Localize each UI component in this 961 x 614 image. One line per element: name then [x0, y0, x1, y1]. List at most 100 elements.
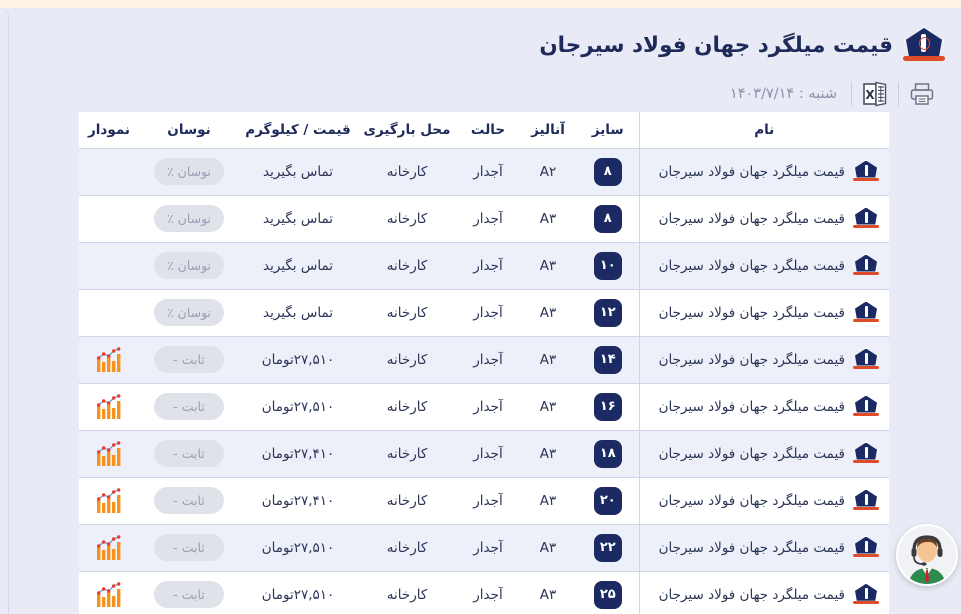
product-name-cell: قیمت میلگرد جهان فولاد سیرجان	[646, 206, 879, 231]
cell-fluctuation: ثابت -	[139, 382, 239, 430]
cell-chart	[79, 194, 139, 242]
table-row[interactable]: قیمت میلگرد جهان فولاد سیرجان ۲۲ A۳ آجدار کا…	[79, 523, 889, 571]
size-badge: ۱۲	[593, 298, 622, 327]
price-chart-icon	[97, 440, 121, 466]
table-row[interactable]: قیمت میلگرد جهان فولاد سیرجان ۲۰ A۳ آجدار کا…	[79, 476, 889, 524]
column-header-name[interactable]: نام	[638, 112, 889, 148]
cell-name[interactable]: قیمت میلگرد جهان فولاد سیرجان	[638, 241, 889, 289]
cell-fluctuation: ثابت -	[139, 476, 239, 524]
cell-name[interactable]: قیمت میلگرد جهان فولاد سیرجان	[638, 147, 889, 195]
cell-state: آجدار	[457, 194, 519, 242]
cell-chart[interactable]	[79, 570, 139, 614]
column-header-price-per-kg[interactable]: قیمت / کیلوگرم	[239, 112, 357, 148]
cell-fluctuation: نوسان ٪	[139, 194, 239, 242]
table-row[interactable]: قیمت میلگرد جهان فولاد سیرجان ۱۴ A۳ آجدار کا…	[79, 335, 889, 383]
cell-loading-place: کارخانه	[357, 288, 457, 336]
price-value-label: ۲۷,۴۱۰تومان	[261, 492, 335, 509]
price-chart-icon	[97, 487, 121, 513]
column-header-loading-place[interactable]: محل بارگیری	[357, 112, 457, 148]
price-chart-icon	[97, 582, 121, 607]
cell-name[interactable]: قیمت میلگرد جهان فولاد سیرجان	[638, 288, 889, 336]
size-badge: ۱۸	[593, 439, 622, 468]
cell-name[interactable]: قیمت میلگرد جهان فولاد سیرجان	[638, 429, 889, 477]
fluctuation-badge: ثابت -	[154, 487, 224, 514]
title-row: قیمت میلگرد جهان فولاد سیرجان	[45, 26, 945, 66]
toolbar-divider-2	[851, 82, 852, 106]
price-value-label: ۲۷,۵۱۰تومان	[261, 539, 335, 556]
price-value-label: ۲۷,۴۱۰تومان	[261, 445, 335, 462]
cell-analysis: A۳	[519, 429, 577, 477]
sirjan-steel-shield-logo-icon	[853, 300, 879, 325]
cell-fluctuation: نوسان ٪	[139, 241, 239, 289]
excel-export-button[interactable]: X	[852, 80, 898, 108]
cell-size: ۲۵	[577, 570, 639, 614]
fluctuation-badge: ثابت -	[154, 534, 224, 561]
cell-name[interactable]: قیمت میلگرد جهان فولاد سیرجان	[638, 523, 889, 571]
cell-chart[interactable]	[79, 335, 139, 383]
support-agent-avatar[interactable]	[896, 524, 958, 586]
cell-analysis: A۳	[519, 194, 577, 242]
price-chart-icon	[97, 534, 121, 560]
table-row[interactable]: قیمت میلگرد جهان فولاد سیرجان ۱۸ A۳ آجدار کا…	[79, 429, 889, 477]
cell-price: ۲۷,۵۱۰تومان	[239, 523, 357, 571]
cell-price: تماس بگیرید	[239, 147, 357, 195]
cell-fluctuation: ثابت -	[139, 429, 239, 477]
cell-fluctuation: ثابت -	[139, 570, 239, 614]
table-row[interactable]: قیمت میلگرد جهان فولاد سیرجان ۱۶ A۳ آجدار کا…	[79, 382, 889, 430]
product-name-cell: قیمت میلگرد جهان فولاد سیرجان	[646, 394, 879, 419]
column-header-fluctuation[interactable]: نوسان	[139, 112, 239, 148]
column-header-chart[interactable]: نمودار	[79, 112, 139, 148]
cell-loading-place: کارخانه	[357, 523, 457, 571]
table-header-row: نام سایز آنالیز حالت محل بارگیری قیمت / …	[79, 112, 889, 148]
table-row[interactable]: قیمت میلگرد جهان فولاد سیرجان ۱۲ A۳ آجدار کا…	[79, 288, 889, 336]
cell-price: ۲۷,۵۱۰تومان	[239, 570, 357, 614]
fluctuation-badge: ثابت -	[154, 346, 224, 373]
product-name-label: قیمت میلگرد جهان فولاد سیرجان	[658, 210, 845, 227]
product-name-cell: قیمت میلگرد جهان فولاد سیرجان	[646, 488, 879, 513]
cell-chart[interactable]	[79, 429, 139, 477]
product-name-cell: قیمت میلگرد جهان فولاد سیرجان	[646, 300, 879, 325]
cell-chart[interactable]	[79, 382, 139, 430]
cell-chart[interactable]	[79, 476, 139, 524]
product-name-cell: قیمت میلگرد جهان فولاد سیرجان	[646, 582, 879, 607]
cell-price: تماس بگیرید	[239, 241, 357, 289]
cell-name[interactable]: قیمت میلگرد جهان فولاد سیرجان	[638, 476, 889, 524]
column-header-analysis[interactable]: آنالیز	[519, 112, 577, 148]
price-contact-label: تماس بگیرید	[262, 163, 334, 180]
left-rail	[0, 8, 9, 614]
fluctuation-badge: نوسان ٪	[154, 252, 224, 279]
cell-loading-place: کارخانه	[357, 241, 457, 289]
fluctuation-badge: نوسان ٪	[154, 205, 224, 232]
cell-loading-place: کارخانه	[357, 429, 457, 477]
product-name-label: قیمت میلگرد جهان فولاد سیرجان	[658, 445, 845, 462]
table-row[interactable]: قیمت میلگرد جهان فولاد سیرجان ۸ A۳ آجدار کار…	[79, 194, 889, 242]
cell-size: ۱۰	[577, 241, 639, 289]
cell-size: ۸	[577, 147, 639, 195]
fluctuation-badge: ثابت -	[154, 581, 224, 609]
current-date: شنبه : ۱۴۰۳/۷/۱۴	[729, 86, 837, 102]
cell-name[interactable]: قیمت میلگرد جهان فولاد سیرجان	[638, 194, 889, 242]
printer-icon	[910, 83, 934, 105]
cell-analysis: A۳	[519, 382, 577, 430]
table-row[interactable]: قیمت میلگرد جهان فولاد سیرجان ۲۵ A۳ آجدار کا…	[79, 570, 889, 614]
sirjan-steel-shield-logo-icon	[853, 582, 879, 607]
price-table: نام سایز آنالیز حالت محل بارگیری قیمت / …	[79, 112, 889, 614]
size-badge: ۲۲	[593, 533, 622, 562]
table-row[interactable]: قیمت میلگرد جهان فولاد سیرجان ۱۰ A۳ آجدار کا…	[79, 241, 889, 289]
cell-loading-place: کارخانه	[357, 570, 457, 614]
column-header-size[interactable]: سایز	[577, 112, 639, 148]
cell-size: ۸	[577, 194, 639, 242]
cell-size: ۱۶	[577, 382, 639, 430]
cell-loading-place: کارخانه	[357, 194, 457, 242]
table-row[interactable]: قیمت میلگرد جهان فولاد سیرجان ۸ A۲ آجدار کار…	[79, 147, 889, 195]
cell-name[interactable]: قیمت میلگرد جهان فولاد سیرجان	[638, 382, 889, 430]
cell-name[interactable]: قیمت میلگرد جهان فولاد سیرجان	[638, 570, 889, 614]
cell-loading-place: کارخانه	[357, 335, 457, 383]
column-header-state[interactable]: حالت	[457, 112, 519, 148]
print-button[interactable]	[899, 80, 945, 108]
cell-name[interactable]: قیمت میلگرد جهان فولاد سیرجان	[638, 335, 889, 383]
sirjan-steel-shield-logo-icon	[853, 441, 879, 466]
product-name-label: قیمت میلگرد جهان فولاد سیرجان	[658, 304, 845, 321]
cell-analysis: A۳	[519, 288, 577, 336]
cell-chart[interactable]	[79, 523, 139, 571]
